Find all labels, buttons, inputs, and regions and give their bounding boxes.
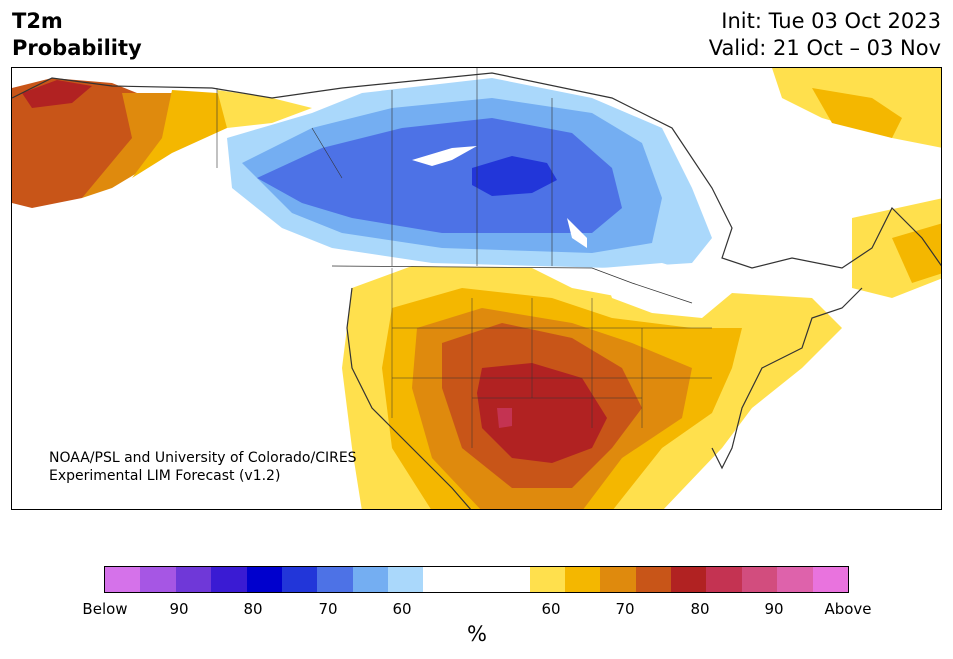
lake-white-2 xyxy=(567,218,587,248)
colorbar-above-9 xyxy=(812,567,848,592)
region-yukon-55 xyxy=(217,90,312,128)
colorbar-above-4 xyxy=(635,567,672,592)
region-neutral-lakes xyxy=(602,263,732,318)
colorbar-tick-above-80: 80 xyxy=(690,600,710,618)
colorbar-tick-below-70: 70 xyxy=(318,600,338,618)
colorbar-below-2 xyxy=(140,567,176,592)
colorbar-unit: % xyxy=(467,622,487,646)
region-usa-75 xyxy=(477,363,607,463)
map-panel xyxy=(11,67,942,510)
colorbar-below-8 xyxy=(352,567,388,592)
colorbar-tick-above: Above xyxy=(824,600,872,618)
init-date: Init: Tue 03 Oct 2023 xyxy=(721,9,941,33)
colorbar-below-1 xyxy=(105,567,141,592)
colorbar-below-9 xyxy=(388,567,424,592)
colorbar-tick-below-80: 80 xyxy=(243,600,263,618)
border-us-canada xyxy=(331,265,693,304)
region-alaska-80 xyxy=(22,80,92,108)
credit-line-1: NOAA/PSL and University of Colorado/CIRE… xyxy=(49,450,357,466)
valid-date: Valid: 21 Oct – 03 Nov xyxy=(708,36,941,60)
colorbar-below-3 xyxy=(175,567,212,592)
lake-white-1 xyxy=(412,146,477,166)
colorbar-tick-below-60: 60 xyxy=(392,600,412,618)
credit-line-2: Experimental LIM Forecast (v1.2) xyxy=(49,468,281,484)
title-variable: T2m xyxy=(12,9,63,33)
colorbar-tick-above-60: 60 xyxy=(541,600,561,618)
north-america-map xyxy=(12,68,941,509)
colorbar-tick-below-90: 90 xyxy=(169,600,189,618)
colorbar xyxy=(104,566,849,593)
map-title: T2m Probability xyxy=(12,8,142,62)
colorbar-tick-above-90: 90 xyxy=(764,600,784,618)
colorbar-below-7 xyxy=(317,567,353,592)
colorbar-above-2 xyxy=(564,567,601,592)
credit-text: NOAA/PSL and University of Colorado/CIRE… xyxy=(49,449,357,485)
colorbar-tick-below: Below xyxy=(82,600,128,618)
colorbar-below-6 xyxy=(281,567,318,592)
state-borders xyxy=(391,268,712,448)
region-canada-65 xyxy=(257,118,622,233)
region-newfoundland-60 xyxy=(892,223,941,283)
colorbar-above-7 xyxy=(741,567,778,592)
colorbar-above-3 xyxy=(600,567,636,592)
colorbar-above-8 xyxy=(777,567,813,592)
region-labrador-60 xyxy=(812,88,902,138)
title-probability: Probability xyxy=(12,36,142,60)
colorbar-above-1 xyxy=(529,567,565,592)
colorbar-neutral xyxy=(423,567,530,592)
region-canada-70 xyxy=(472,156,557,196)
region-usa-80 xyxy=(497,408,512,428)
colorbar-above-5 xyxy=(671,567,707,592)
colorbar-tick-above-70: 70 xyxy=(615,600,635,618)
colorbar-below-5 xyxy=(246,567,282,592)
forecast-dates: Init: Tue 03 Oct 2023 Valid: 21 Oct – 03… xyxy=(709,8,941,62)
region-alaska-70 xyxy=(12,78,162,208)
colorbar-above-6 xyxy=(706,567,742,592)
province-borders xyxy=(216,68,553,266)
coastline xyxy=(12,72,941,509)
colorbar-below-4 xyxy=(211,567,247,592)
